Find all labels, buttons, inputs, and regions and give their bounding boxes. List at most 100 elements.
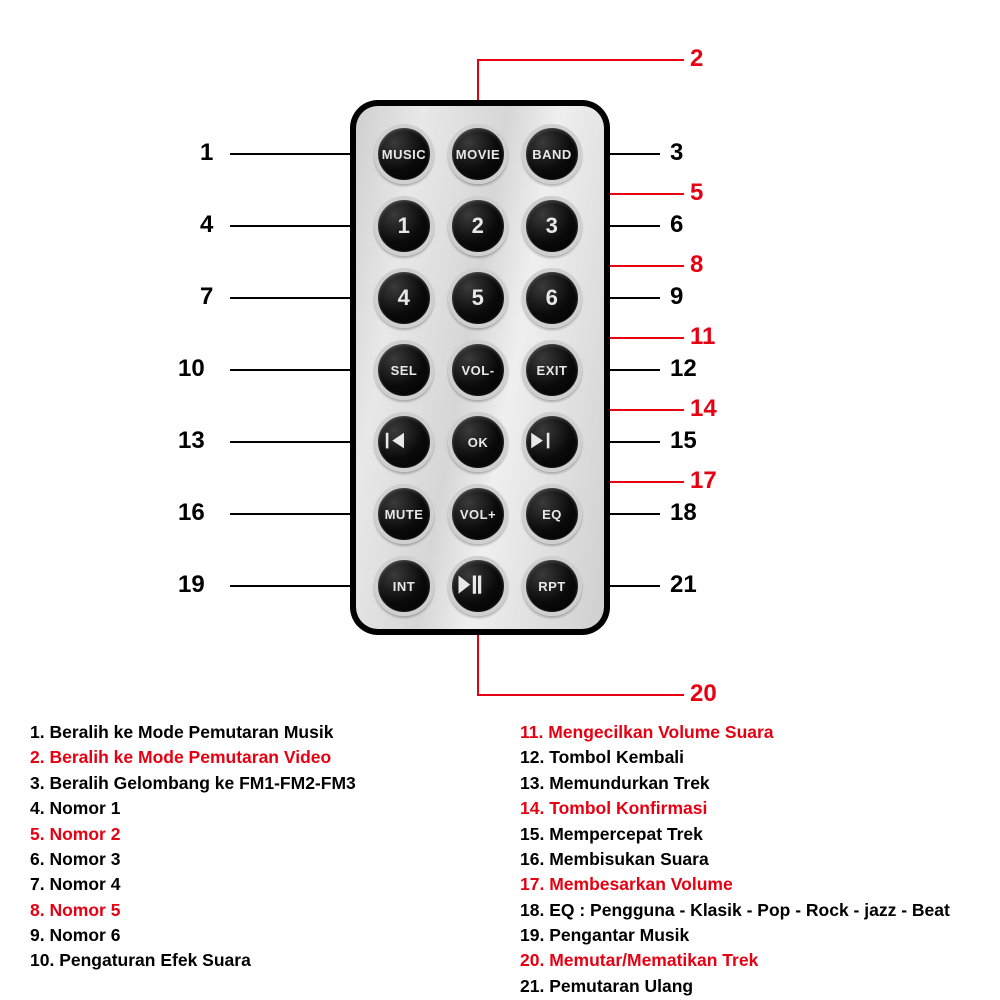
next-icon [526, 425, 578, 459]
button-label: INT [393, 579, 415, 594]
legend-item-text: Nomor 4 [49, 874, 120, 894]
remote-button-12[interactable]: EXIT [522, 340, 582, 400]
button-label: 1 [398, 213, 411, 239]
remote-button-16[interactable]: MUTE [374, 484, 434, 544]
remote-button-3[interactable]: BAND [522, 124, 582, 184]
diagram-stage: MUSICMOVIEBAND123456SELVOL-EXITOKMUTEVOL… [0, 0, 1000, 1000]
remote-button-1[interactable]: MUSIC [374, 124, 434, 184]
button-label: MUTE [385, 507, 424, 522]
legend-item-number: 16 [520, 849, 539, 869]
button-label: VOL+ [460, 507, 496, 522]
remote-button-20[interactable] [448, 556, 508, 616]
legend-item-number: 10 [30, 950, 49, 970]
legend-item-number: 9 [30, 925, 40, 945]
remote-button-18[interactable]: EQ [522, 484, 582, 544]
legend-item-text: Tombol Konfirmasi [549, 798, 707, 818]
legend-item-8: 8. Nomor 5 [30, 898, 480, 923]
remote-button-14[interactable]: OK [448, 412, 508, 472]
legend-column-right: 11. Mengecilkan Volume Suara12. Tombol K… [520, 720, 970, 999]
legend-item-number: 14 [520, 798, 539, 818]
remote-button-17[interactable]: VOL+ [448, 484, 508, 544]
legend-item-text: Beralih ke Mode Pemutaran Video [49, 747, 331, 767]
remote-button-19[interactable]: INT [374, 556, 434, 616]
callout-number-18: 18 [670, 499, 697, 527]
legend-item-number: 6 [30, 849, 40, 869]
button-label: 6 [546, 285, 559, 311]
legend-item-number: 15 [520, 824, 539, 844]
remote-button-4[interactable]: 1 [374, 196, 434, 256]
legend-item-11: 11. Mengecilkan Volume Suara [520, 720, 970, 745]
callout-number-4: 4 [200, 211, 213, 239]
remote-button-11[interactable]: VOL- [448, 340, 508, 400]
legend-item-12: 12. Tombol Kembali [520, 745, 970, 770]
callout-number-5: 5 [690, 179, 703, 207]
callout-number-2: 2 [690, 45, 703, 73]
remote-button-7[interactable]: 4 [374, 268, 434, 328]
button-label: 2 [472, 213, 485, 239]
legend-item-number: 20 [520, 950, 539, 970]
legend-item-number: 1 [30, 722, 40, 742]
remote-button-2[interactable]: MOVIE [448, 124, 508, 184]
legend-item-number: 11 [520, 722, 539, 742]
callout-number-19: 19 [178, 571, 205, 599]
remote-outline: MUSIC MOVIE BAND 1 2 3 4 5 6 SEL VOL- EXIT OK MUTE VOL… [350, 100, 610, 635]
legend-item-2: 2. Beralih ke Mode Pemutaran Video [30, 745, 480, 770]
callout-number-12: 12 [670, 355, 697, 383]
legend-item-text: Memundurkan Trek [549, 773, 709, 793]
legend-item-number: 18 [520, 900, 539, 920]
callout-number-10: 10 [178, 355, 205, 383]
button-label: MUSIC [382, 147, 426, 162]
legend-item-18: 18. EQ : Pengguna - Klasik - Pop - Rock … [520, 898, 970, 923]
legend-item-text: Mengecilkan Volume Suara [548, 722, 773, 742]
legend-item-15: 15. Mempercepat Trek [520, 822, 970, 847]
legend-item-17: 17. Membesarkan Volume [520, 872, 970, 897]
legend-item-number: 3 [30, 773, 40, 793]
play-icon [452, 569, 504, 603]
legend-item-9: 9. Nomor 6 [30, 923, 480, 948]
legend-item-number: 8 [30, 900, 40, 920]
button-label: RPT [538, 579, 566, 594]
legend-item-number: 12 [520, 747, 539, 767]
callout-number-3: 3 [670, 139, 683, 167]
button-label: OK [468, 435, 489, 450]
callout-number-16: 16 [178, 499, 205, 527]
legend-item-text: Memutar/Mematikan Trek [549, 950, 758, 970]
prev-icon [378, 425, 430, 459]
legend-item-21: 21. Pemutaran Ulang [520, 974, 970, 999]
legend: 1. Beralih ke Mode Pemutaran Musik2. Ber… [30, 720, 970, 999]
legend-item-text: Beralih Gelombang ke FM1-FM2-FM3 [49, 773, 355, 793]
legend-item-4: 4. Nomor 1 [30, 796, 480, 821]
legend-item-number: 4 [30, 798, 40, 818]
callout-number-20: 20 [690, 680, 717, 708]
remote-button-5[interactable]: 2 [448, 196, 508, 256]
remote-button-6[interactable]: 3 [522, 196, 582, 256]
legend-item-text: Nomor 2 [49, 824, 120, 844]
button-label: SEL [391, 363, 418, 378]
legend-item-3: 3. Beralih Gelombang ke FM1-FM2-FM3 [30, 771, 480, 796]
legend-item-text: Pemutaran Ulang [549, 976, 693, 996]
legend-item-number: 17 [520, 874, 539, 894]
remote-button-9[interactable]: 6 [522, 268, 582, 328]
remote-button-15[interactable] [522, 412, 582, 472]
remote-button-8[interactable]: 5 [448, 268, 508, 328]
legend-item-7: 7. Nomor 4 [30, 872, 480, 897]
legend-item-text: Nomor 5 [49, 900, 120, 920]
legend-item-text: EQ : Pengguna - Klasik - Pop - Rock - ja… [549, 900, 950, 920]
legend-item-text: Beralih ke Mode Pemutaran Musik [49, 722, 333, 742]
legend-item-13: 13. Memundurkan Trek [520, 771, 970, 796]
button-label: VOL- [461, 363, 494, 378]
button-label: MOVIE [456, 147, 500, 162]
remote-button-21[interactable]: RPT [522, 556, 582, 616]
remote-button-10[interactable]: SEL [374, 340, 434, 400]
legend-item-1: 1. Beralih ke Mode Pemutaran Musik [30, 720, 480, 745]
button-label: 5 [472, 285, 485, 311]
legend-item-number: 21 [520, 976, 539, 996]
callout-number-7: 7 [200, 283, 213, 311]
legend-item-text: Pengantar Musik [549, 925, 689, 945]
callout-number-17: 17 [690, 467, 717, 495]
legend-item-text: Pengaturan Efek Suara [59, 950, 251, 970]
remote-button-13[interactable] [374, 412, 434, 472]
legend-item-number: 19 [520, 925, 539, 945]
button-label: EQ [542, 507, 562, 522]
legend-item-10: 10. Pengaturan Efek Suara [30, 948, 480, 973]
